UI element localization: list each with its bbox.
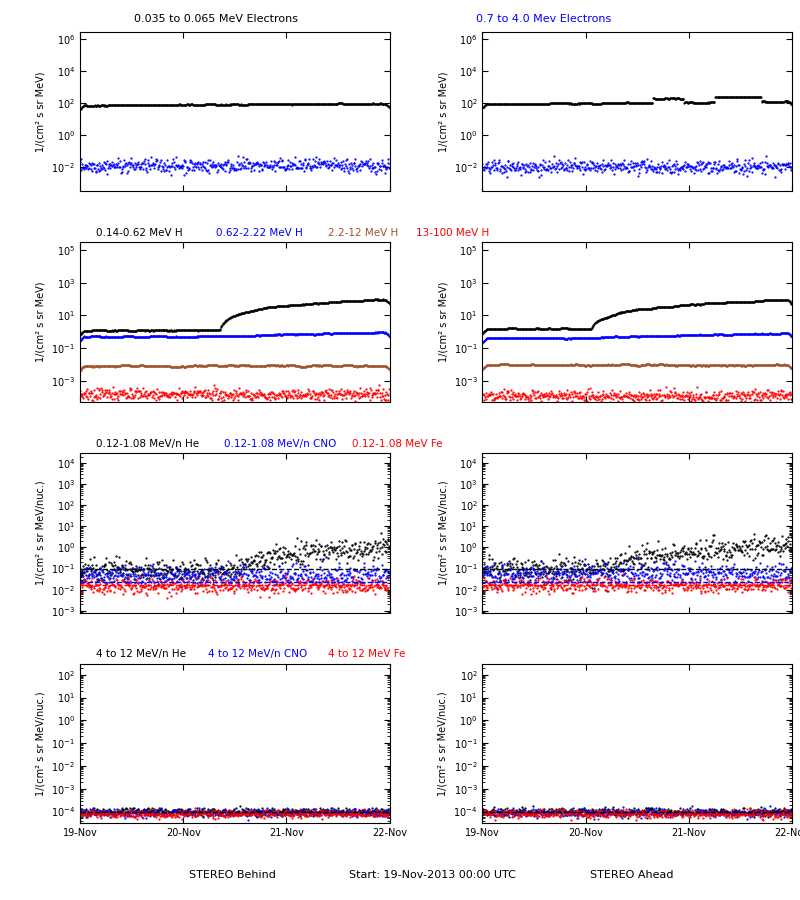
Text: 0.14-0.62 MeV H: 0.14-0.62 MeV H	[96, 228, 182, 238]
Text: 0.12-1.08 MeV/n He: 0.12-1.08 MeV/n He	[96, 438, 199, 448]
Y-axis label: 1/(cm² s sr MeV): 1/(cm² s sr MeV)	[36, 71, 46, 151]
Y-axis label: 1/(cm² s sr MeV): 1/(cm² s sr MeV)	[35, 282, 46, 363]
Y-axis label: 1/(cm² s sr MeV/nuc.): 1/(cm² s sr MeV/nuc.)	[35, 481, 46, 585]
Text: 0.62-2.22 MeV H: 0.62-2.22 MeV H	[216, 228, 302, 238]
Text: 13-100 MeV H: 13-100 MeV H	[416, 228, 490, 238]
Text: 0.12-1.08 MeV Fe: 0.12-1.08 MeV Fe	[352, 438, 442, 448]
Y-axis label: 1/(cm² s sr MeV/nuc.): 1/(cm² s sr MeV/nuc.)	[35, 691, 46, 796]
Text: 4 to 12 MeV Fe: 4 to 12 MeV Fe	[328, 649, 406, 660]
Text: 0.7 to 4.0 Mev Electrons: 0.7 to 4.0 Mev Electrons	[476, 14, 612, 24]
Text: 0.035 to 0.065 MeV Electrons: 0.035 to 0.065 MeV Electrons	[134, 14, 298, 24]
Text: 4 to 12 MeV/n He: 4 to 12 MeV/n He	[96, 649, 186, 660]
Text: STEREO Ahead: STEREO Ahead	[590, 869, 674, 879]
Y-axis label: 1/(cm² s sr MeV): 1/(cm² s sr MeV)	[438, 71, 448, 151]
Text: STEREO Behind: STEREO Behind	[189, 869, 275, 879]
Text: 0.12-1.08 MeV/n CNO: 0.12-1.08 MeV/n CNO	[224, 438, 336, 448]
Y-axis label: 1/(cm² s sr MeV): 1/(cm² s sr MeV)	[438, 282, 448, 363]
Y-axis label: 1/(cm² s sr MeV/nuc.): 1/(cm² s sr MeV/nuc.)	[438, 691, 448, 796]
Y-axis label: 1/(cm² s sr MeV/nuc.): 1/(cm² s sr MeV/nuc.)	[438, 481, 448, 585]
Text: 2.2-12 MeV H: 2.2-12 MeV H	[328, 228, 398, 238]
Text: 4 to 12 MeV/n CNO: 4 to 12 MeV/n CNO	[208, 649, 307, 660]
Text: Start: 19-Nov-2013 00:00 UTC: Start: 19-Nov-2013 00:00 UTC	[349, 869, 515, 879]
